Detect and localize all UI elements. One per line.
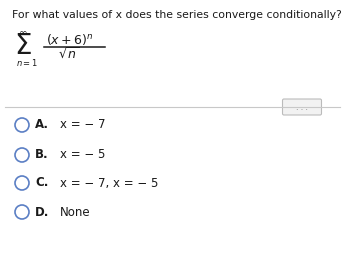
Text: $\Sigma$: $\Sigma$ (14, 32, 32, 60)
Text: x = − 7, x = − 5: x = − 7, x = − 5 (60, 176, 158, 190)
Text: . . .: . . . (296, 103, 308, 112)
Text: None: None (60, 206, 91, 218)
Text: $n=1$: $n=1$ (16, 57, 38, 68)
Text: B.: B. (35, 148, 49, 162)
Text: A.: A. (35, 119, 49, 132)
Text: $(x+6)^n$: $(x+6)^n$ (46, 32, 93, 47)
Text: x = − 5: x = − 5 (60, 148, 105, 162)
Text: x = − 7: x = − 7 (60, 119, 105, 132)
Text: $\infty$: $\infty$ (18, 27, 28, 37)
Text: D.: D. (35, 206, 49, 218)
Text: For what values of x does the series converge conditionally?: For what values of x does the series con… (12, 10, 342, 20)
Text: $\sqrt{n}$: $\sqrt{n}$ (58, 47, 79, 62)
Text: C.: C. (35, 176, 48, 190)
FancyBboxPatch shape (282, 99, 322, 115)
